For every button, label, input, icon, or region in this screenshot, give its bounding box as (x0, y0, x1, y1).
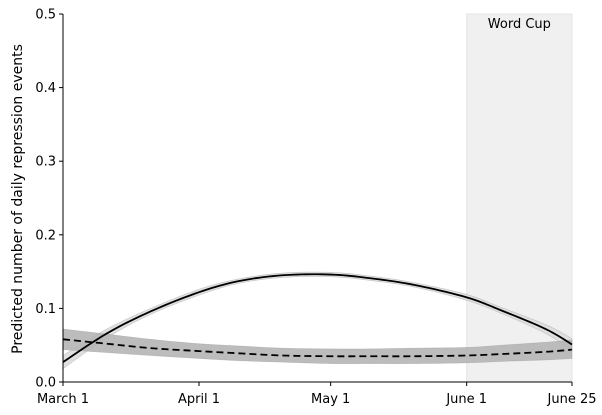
y-tick-label: 0.2 (35, 228, 56, 243)
shaded-region-layer (466, 13, 573, 383)
y-tick-label: 0.0 (35, 376, 56, 391)
x-tick-label: June 1 (445, 392, 487, 407)
x-tick-label: April 1 (178, 392, 220, 407)
shaded-region (466, 13, 573, 383)
series-line-1 (62, 273, 573, 363)
y-tick-label: 0.1 (35, 302, 56, 317)
confidence-band-2 (62, 328, 573, 365)
shaded-region-label: Word Cup (488, 17, 551, 32)
y-tick-label: 0.5 (35, 8, 56, 23)
y-tick-label: 0.4 (35, 81, 56, 96)
y-axis-label: Predicted number of daily repression eve… (10, 44, 26, 354)
x-tick-label: March 1 (37, 392, 89, 407)
x-tick-label: June 25 (547, 392, 597, 407)
y-tick-label: 0.3 (35, 155, 56, 170)
axes-layer (62, 14, 572, 383)
tick-layer: 0.0 0.1 0.2 0.3 0.4 0.5 March 1 April 1 May 1 Jun… (35, 8, 596, 408)
series-line-2 (62, 338, 573, 358)
x-tick-label: May 1 (311, 392, 350, 407)
